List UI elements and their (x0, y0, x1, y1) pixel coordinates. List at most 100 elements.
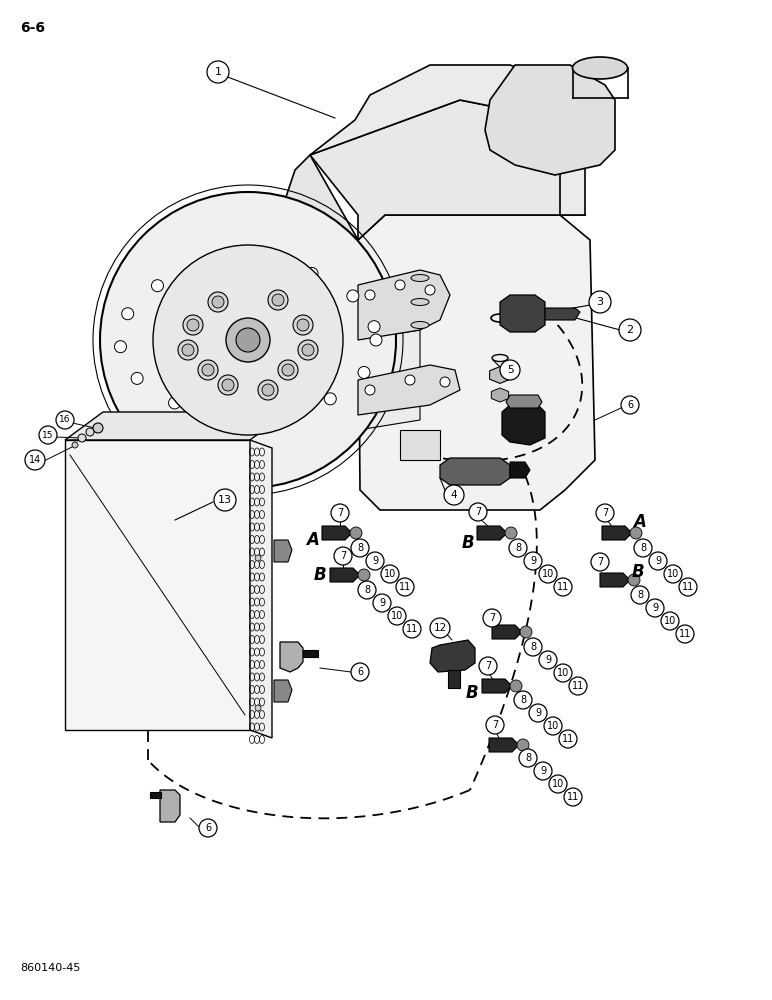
Circle shape (631, 586, 649, 604)
Circle shape (220, 410, 232, 422)
Circle shape (569, 677, 587, 695)
Text: 3: 3 (597, 297, 604, 307)
Circle shape (131, 372, 143, 384)
Text: 10: 10 (384, 569, 396, 579)
Circle shape (425, 285, 435, 295)
Circle shape (559, 730, 577, 748)
Text: 8: 8 (525, 753, 531, 763)
Circle shape (275, 408, 287, 420)
Circle shape (334, 547, 352, 565)
Circle shape (524, 638, 542, 656)
Text: 10: 10 (557, 668, 569, 678)
Text: 7: 7 (340, 551, 346, 561)
Polygon shape (400, 430, 440, 460)
Circle shape (351, 539, 369, 557)
Text: 1: 1 (215, 67, 222, 77)
Circle shape (78, 434, 86, 442)
Circle shape (554, 664, 572, 682)
Circle shape (509, 539, 527, 557)
Polygon shape (65, 412, 288, 440)
Circle shape (396, 578, 414, 596)
Circle shape (621, 396, 639, 414)
Ellipse shape (411, 298, 429, 306)
Circle shape (529, 704, 547, 722)
Polygon shape (491, 388, 509, 402)
Text: 7: 7 (492, 720, 498, 730)
Text: 9: 9 (379, 598, 385, 608)
Text: 860140-45: 860140-45 (20, 963, 80, 973)
Circle shape (183, 315, 203, 335)
Circle shape (514, 691, 532, 709)
Text: 9: 9 (530, 556, 536, 566)
Circle shape (388, 607, 406, 625)
Circle shape (634, 539, 652, 557)
Circle shape (539, 565, 557, 583)
Polygon shape (600, 573, 630, 587)
Polygon shape (310, 100, 585, 240)
Circle shape (151, 280, 164, 292)
Circle shape (366, 552, 384, 570)
Text: 7: 7 (602, 508, 608, 518)
Circle shape (222, 379, 234, 391)
Circle shape (198, 262, 210, 274)
Circle shape (358, 581, 376, 599)
Circle shape (255, 705, 261, 711)
Text: 9: 9 (652, 603, 658, 613)
Polygon shape (274, 680, 292, 702)
Circle shape (440, 377, 450, 387)
Circle shape (331, 504, 349, 522)
Circle shape (358, 366, 370, 378)
Text: 6: 6 (627, 400, 633, 410)
Circle shape (168, 397, 181, 409)
Text: B: B (313, 566, 327, 584)
Text: 9: 9 (655, 556, 661, 566)
Circle shape (114, 341, 127, 353)
Text: 14: 14 (29, 455, 41, 465)
Circle shape (373, 594, 391, 612)
Circle shape (430, 618, 450, 638)
Polygon shape (274, 540, 292, 562)
Circle shape (56, 411, 74, 429)
Text: 8: 8 (515, 543, 521, 553)
Circle shape (517, 739, 529, 751)
Circle shape (596, 504, 614, 522)
Circle shape (122, 308, 134, 320)
Circle shape (208, 292, 228, 312)
Circle shape (405, 375, 415, 385)
Text: 5: 5 (506, 365, 513, 375)
Circle shape (324, 393, 337, 405)
Polygon shape (492, 625, 522, 639)
Polygon shape (500, 295, 545, 332)
Circle shape (630, 527, 642, 539)
Circle shape (86, 428, 94, 436)
Circle shape (226, 318, 270, 362)
Ellipse shape (411, 322, 429, 328)
Text: 10: 10 (664, 616, 676, 626)
Circle shape (178, 340, 198, 360)
Circle shape (93, 423, 103, 433)
Polygon shape (506, 395, 542, 408)
Circle shape (646, 599, 664, 617)
Text: 6-6: 6-6 (20, 21, 45, 35)
Circle shape (72, 442, 78, 448)
Text: 10: 10 (547, 721, 559, 731)
Circle shape (444, 485, 464, 505)
Text: 6: 6 (357, 667, 363, 677)
Circle shape (187, 319, 199, 331)
Circle shape (282, 364, 294, 376)
Polygon shape (358, 215, 595, 510)
Polygon shape (358, 365, 460, 415)
Text: 8: 8 (640, 543, 646, 553)
Polygon shape (489, 367, 510, 383)
Circle shape (564, 788, 582, 806)
Polygon shape (358, 330, 420, 430)
Circle shape (381, 565, 399, 583)
Circle shape (255, 555, 261, 561)
Circle shape (302, 344, 314, 356)
Circle shape (520, 626, 532, 638)
Polygon shape (482, 679, 512, 693)
Circle shape (25, 450, 45, 470)
Circle shape (297, 319, 309, 331)
Circle shape (100, 192, 396, 488)
Circle shape (272, 294, 284, 306)
